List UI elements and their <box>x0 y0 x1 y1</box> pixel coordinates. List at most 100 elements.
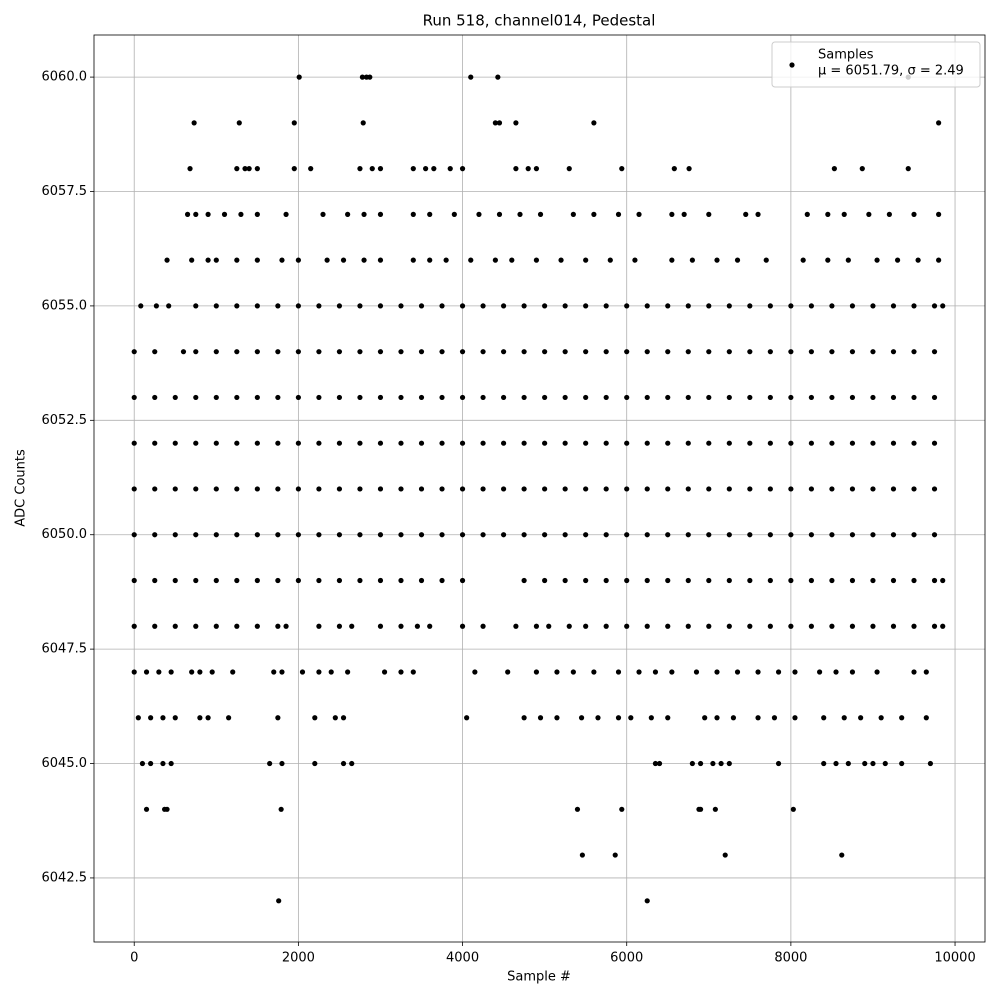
point <box>730 715 737 721</box>
point <box>537 715 544 721</box>
point <box>747 349 753 355</box>
point <box>213 394 219 401</box>
point <box>283 623 289 629</box>
point <box>591 669 597 675</box>
point <box>234 394 240 401</box>
point <box>718 760 724 767</box>
point <box>714 669 720 675</box>
point <box>726 532 732 538</box>
point <box>669 211 675 217</box>
point <box>193 349 199 355</box>
point <box>193 577 199 584</box>
point <box>131 623 137 629</box>
point <box>726 760 732 767</box>
point <box>357 440 363 446</box>
point <box>644 440 650 446</box>
point <box>221 211 228 217</box>
point <box>911 577 917 584</box>
point <box>562 532 568 538</box>
point <box>624 440 630 446</box>
point <box>870 577 876 584</box>
x-tick-label: 6000 <box>610 951 643 966</box>
point <box>308 166 314 172</box>
point <box>792 715 798 721</box>
point <box>336 349 343 355</box>
point <box>558 257 564 263</box>
point <box>833 669 839 675</box>
y-tick-label: 6052.5 <box>42 413 88 428</box>
point <box>377 486 384 492</box>
point <box>172 394 178 401</box>
point <box>669 257 675 263</box>
point <box>271 669 277 675</box>
point <box>131 440 137 446</box>
point <box>686 166 692 172</box>
point <box>841 715 847 721</box>
point <box>295 440 301 446</box>
point <box>624 303 630 309</box>
point <box>357 349 363 355</box>
x-tick-label: 4000 <box>446 951 479 966</box>
point <box>685 440 691 446</box>
point <box>254 394 260 401</box>
point <box>899 715 905 721</box>
point <box>890 394 897 401</box>
point <box>131 532 137 538</box>
point <box>685 303 691 309</box>
point <box>624 349 630 355</box>
point <box>808 577 814 584</box>
point <box>882 760 888 767</box>
point <box>521 394 527 401</box>
point <box>316 532 322 538</box>
point <box>878 715 884 721</box>
point <box>619 166 625 172</box>
point <box>230 669 236 675</box>
point <box>418 303 425 309</box>
point <box>890 623 897 629</box>
point <box>521 577 527 584</box>
point <box>726 394 732 401</box>
point <box>591 211 597 217</box>
point <box>578 715 585 721</box>
point <box>747 532 753 538</box>
point <box>931 394 938 401</box>
point <box>923 715 929 721</box>
point <box>398 532 404 538</box>
point <box>480 394 486 401</box>
point <box>439 440 445 446</box>
point <box>845 257 851 263</box>
point <box>665 440 671 446</box>
point <box>870 760 876 767</box>
point <box>697 806 704 812</box>
point <box>336 623 343 629</box>
y-tick-label: 6055.0 <box>42 298 88 313</box>
point <box>911 440 917 446</box>
point <box>894 257 901 263</box>
point <box>940 623 946 629</box>
point <box>336 394 343 401</box>
point <box>788 303 794 309</box>
points <box>131 74 946 904</box>
point <box>870 532 876 538</box>
point <box>234 257 240 263</box>
point <box>336 303 343 309</box>
point <box>226 715 232 721</box>
point <box>246 166 252 172</box>
point <box>689 760 695 767</box>
point <box>152 623 158 629</box>
point <box>254 349 260 355</box>
point <box>927 760 934 767</box>
point <box>671 166 677 172</box>
point <box>669 669 675 675</box>
point <box>808 303 814 309</box>
point <box>685 486 691 492</box>
point <box>652 669 659 675</box>
point <box>205 715 211 721</box>
point <box>533 166 540 172</box>
point <box>439 577 445 584</box>
point <box>825 211 831 217</box>
point <box>316 394 322 401</box>
point <box>513 120 519 126</box>
point <box>681 211 687 217</box>
point <box>480 349 486 355</box>
